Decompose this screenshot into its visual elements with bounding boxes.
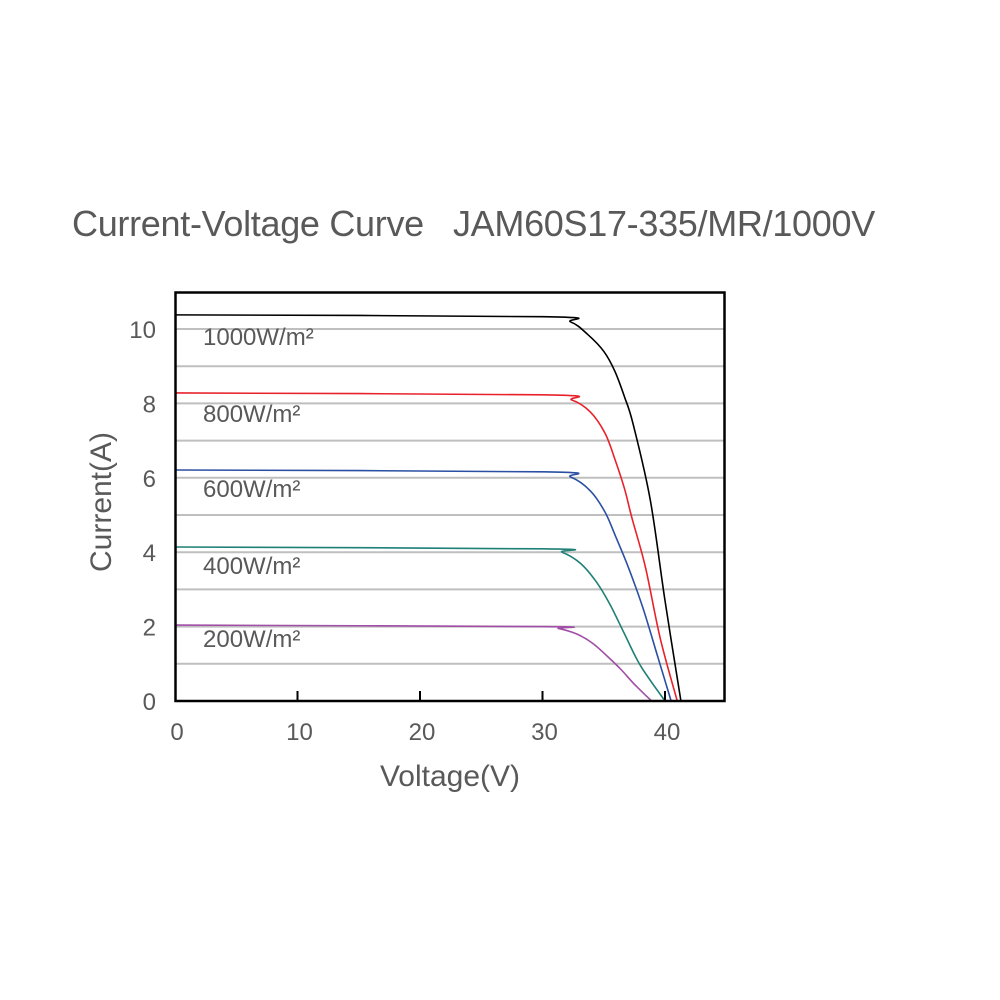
y-axis-ticks: 0 2 4 6 8 10 [129, 317, 156, 716]
x-axis-ticks: 0 10 20 30 40 [170, 691, 680, 746]
chart-title: Current-Voltage Curve JAM60S17-335/MR/10… [72, 203, 875, 244]
gridlines [176, 328, 724, 665]
series-label: 600W/m² [203, 476, 300, 503]
x-tick-label: 0 [170, 719, 183, 746]
plot-frame [174, 291, 726, 703]
series-line-200 [174, 624, 653, 702]
x-tick-label: 30 [531, 719, 558, 746]
x-axis-title: Voltage(V) [380, 760, 520, 793]
series-label: 800W/m² [203, 401, 300, 428]
y-tick-label: 10 [129, 317, 156, 344]
x-tick-label: 10 [286, 719, 313, 746]
series-line-400 [174, 546, 666, 702]
series-line-1000 [174, 314, 682, 702]
x-tick-label: 20 [409, 719, 436, 746]
series-line-600 [174, 469, 672, 702]
y-tick-label: 2 [143, 615, 156, 642]
series-label: 400W/m² [203, 553, 300, 580]
x-tick-label: 40 [654, 719, 681, 746]
series-label: 1000W/m² [203, 324, 314, 351]
y-tick-label: 8 [143, 391, 156, 418]
y-tick-label: 4 [143, 540, 156, 567]
series-label: 200W/m² [203, 626, 300, 653]
y-tick-label: 6 [143, 466, 156, 493]
y-tick-label: 0 [143, 689, 156, 716]
y-axis-title: Current(A) [85, 432, 118, 572]
series-group [174, 314, 682, 702]
series-line-800 [174, 392, 679, 702]
series-labels: 1000W/m² 800W/m² 600W/m² 400W/m² 200W/m² [203, 324, 314, 653]
